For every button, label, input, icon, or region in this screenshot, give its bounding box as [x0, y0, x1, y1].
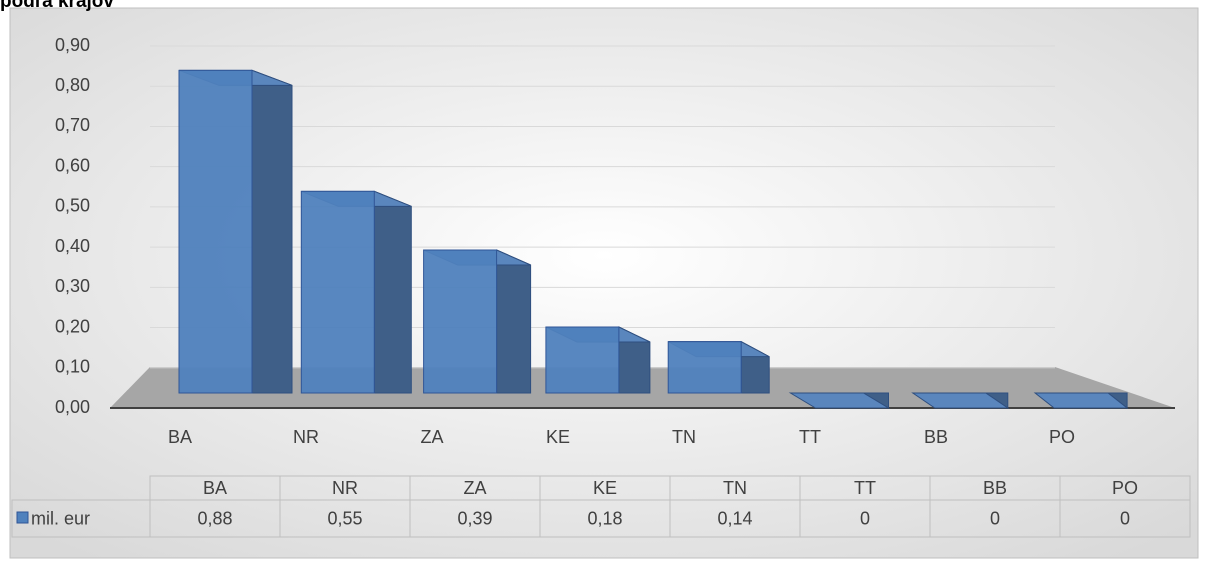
legend-label: mil. eur: [31, 508, 90, 528]
bar-top: [788, 392, 891, 409]
x-tick-label: BA: [168, 427, 192, 447]
bar: [667, 341, 742, 394]
bar: [300, 190, 375, 394]
table-value: 0: [860, 508, 870, 528]
table-header: BB: [983, 478, 1007, 498]
bar-top: [911, 392, 1010, 409]
x-tick-label: NR: [293, 427, 319, 447]
bar: [545, 326, 620, 394]
table-header: ZA: [463, 478, 486, 498]
table-header: PO: [1112, 478, 1138, 498]
table-header: TN: [723, 478, 747, 498]
bar-side: [496, 249, 532, 394]
table-header: KE: [593, 478, 617, 498]
y-tick-label: 0,40: [55, 236, 90, 256]
bar: [423, 249, 498, 394]
y-tick-label: 0,00: [55, 397, 90, 417]
bar: [178, 69, 253, 394]
bar-side: [251, 69, 293, 394]
x-tick-label: BB: [924, 427, 948, 447]
bar-side: [373, 190, 412, 394]
chart-title: podľa krajov: [0, 0, 114, 12]
y-tick-label: 0,30: [55, 276, 90, 296]
table-header: NR: [332, 478, 358, 498]
y-tick-label: 0,70: [55, 115, 90, 135]
y-tick-label: 0,50: [55, 196, 90, 216]
y-tick-label: 0,60: [55, 155, 90, 175]
legend-key: [16, 511, 29, 524]
x-tick-label: TT: [799, 427, 821, 447]
table-value: 0: [1120, 508, 1130, 528]
x-tick-label: PO: [1049, 427, 1075, 447]
table-value: 0,39: [457, 508, 492, 528]
y-tick-label: 0,20: [55, 316, 90, 336]
table-value: 0,14: [717, 508, 752, 528]
y-tick-label: 0,10: [55, 357, 90, 377]
table-value: 0,18: [587, 508, 622, 528]
table-body-row: [11, 499, 1191, 538]
x-tick-label: ZA: [420, 427, 443, 447]
table-header: TT: [854, 478, 876, 498]
bar-top: [1033, 392, 1129, 409]
y-tick-label: 0,80: [55, 75, 90, 95]
table-value: 0: [990, 508, 1000, 528]
x-tick-label: TN: [672, 427, 696, 447]
table-value: 0,88: [197, 508, 232, 528]
table-value: 0,55: [327, 508, 362, 528]
y-tick-label: 0,90: [55, 35, 90, 55]
x-tick-label: KE: [546, 427, 570, 447]
table-header: BA: [203, 478, 227, 498]
